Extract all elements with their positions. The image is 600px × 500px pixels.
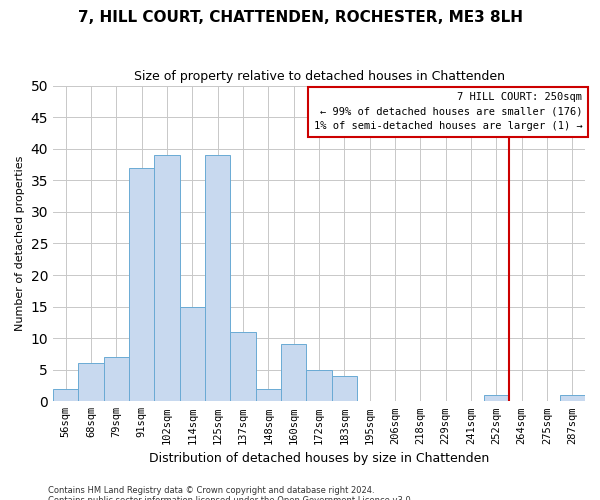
Bar: [53, 388, 79, 402]
Bar: [154, 155, 179, 402]
Bar: [129, 168, 154, 402]
Bar: [281, 344, 307, 402]
Bar: [205, 155, 230, 402]
Text: Contains HM Land Registry data © Crown copyright and database right 2024.: Contains HM Land Registry data © Crown c…: [48, 486, 374, 495]
Bar: [230, 332, 256, 402]
Bar: [332, 376, 357, 402]
X-axis label: Distribution of detached houses by size in Chattenden: Distribution of detached houses by size …: [149, 452, 489, 465]
Bar: [104, 357, 129, 402]
Text: 7, HILL COURT, CHATTENDEN, ROCHESTER, ME3 8LH: 7, HILL COURT, CHATTENDEN, ROCHESTER, ME…: [77, 10, 523, 25]
Bar: [256, 388, 281, 402]
Bar: [484, 395, 509, 402]
Bar: [307, 370, 332, 402]
Bar: [179, 306, 205, 402]
Text: 7 HILL COURT: 250sqm
← 99% of detached houses are smaller (176)
1% of semi-detac: 7 HILL COURT: 250sqm ← 99% of detached h…: [314, 92, 583, 132]
Y-axis label: Number of detached properties: Number of detached properties: [15, 156, 25, 331]
Bar: [79, 364, 104, 402]
Bar: [560, 395, 585, 402]
Text: Contains public sector information licensed under the Open Government Licence v3: Contains public sector information licen…: [48, 496, 413, 500]
Title: Size of property relative to detached houses in Chattenden: Size of property relative to detached ho…: [134, 70, 505, 83]
